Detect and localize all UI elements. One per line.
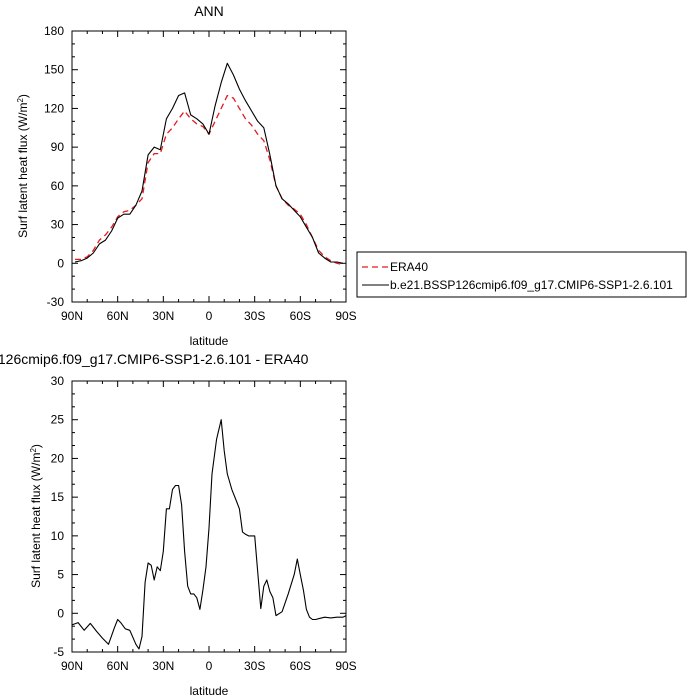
bottom-xtick-label: 90S xyxy=(335,659,356,673)
bottom-xtick-label: 60S xyxy=(290,659,311,673)
bottom-xtick-label: 60N xyxy=(107,659,129,673)
top-xtick-label: 90N xyxy=(61,309,83,323)
top-plot-frame xyxy=(71,30,347,303)
top-chart-title: ANN xyxy=(194,3,224,19)
top-ytick-label: 90 xyxy=(51,140,65,154)
bottom-series-lines xyxy=(71,419,347,650)
top-x-axis-label: latitude xyxy=(190,334,229,348)
top-ytick-label: 0 xyxy=(57,256,64,270)
bottom-ytick-label: 10 xyxy=(51,529,65,543)
top-series-line-0 xyxy=(75,94,344,266)
legend: ERA40 b.e21.BSSP126cmip6.f09_g17.CMIP6-S… xyxy=(356,251,687,298)
top-xtick-label: 60S xyxy=(290,309,311,323)
legend-label-model: b.e21.BSSP126cmip6.f09_g17.CMIP6-SSP1-2.… xyxy=(390,278,673,292)
top-series-line-1 xyxy=(74,62,344,264)
bottom-plot-frame xyxy=(71,380,347,653)
top-xtick-label: 60N xyxy=(107,309,129,323)
bottom-xtick-label: 0 xyxy=(206,659,213,673)
top-ytick-label: -30 xyxy=(47,295,65,309)
bottom-chart-title: b.e21.BSSP126cmip6.f09_g17.CMIP6-SSP1-2.… xyxy=(0,351,309,367)
top-xtick-label: 30N xyxy=(152,309,174,323)
bottom-y-axis-label: Surf latent heat flux (W/m2) xyxy=(29,444,44,588)
bottom-axis-ticks xyxy=(71,380,347,653)
top-ytick-label: 60 xyxy=(51,179,65,193)
bottom-xtick-label: 90N xyxy=(61,659,83,673)
bottom-ytick-label: 20 xyxy=(51,451,65,465)
top-chart: ANN -30 0 30 60 90 120 150 180 90N 60N 30N 0 30S 60S… xyxy=(16,3,357,348)
top-xtick-label: 30S xyxy=(244,309,265,323)
bottom-ytick-label: 0 xyxy=(57,606,64,620)
top-y-axis-label: Surf latent heat flux (W/m2) xyxy=(16,94,31,238)
top-ytick-label: 150 xyxy=(44,63,64,77)
bottom-xtick-label: 30N xyxy=(152,659,174,673)
bottom-series-line-0 xyxy=(71,419,347,650)
bottom-x-axis-label: latitude xyxy=(190,684,229,698)
bottom-xtick-label: 30S xyxy=(244,659,265,673)
bottom-ytick-label: 25 xyxy=(51,413,65,427)
top-ytick-label: 180 xyxy=(44,24,64,38)
bottom-y-tick-labels: -5 0 5 10 15 20 25 30 xyxy=(51,374,65,659)
top-ytick-label: 30 xyxy=(51,218,65,232)
top-ytick-label: 120 xyxy=(44,101,64,115)
bottom-ytick-label: 30 xyxy=(51,374,65,388)
legend-box xyxy=(356,251,687,298)
top-xtick-label: 0 xyxy=(206,309,213,323)
bottom-ytick-label: -5 xyxy=(53,645,64,659)
bottom-ytick-label: 15 xyxy=(51,490,65,504)
top-y-tick-labels: -30 0 30 60 90 120 150 180 xyxy=(44,24,64,309)
bottom-chart: b.e21.BSSP126cmip6.f09_g17.CMIP6-SSP1-2.… xyxy=(0,351,357,698)
top-series-lines xyxy=(74,62,344,266)
top-axis-ticks xyxy=(71,30,347,303)
bottom-x-tick-labels: 90N 60N 30N 0 30S 60S 90S xyxy=(61,659,357,673)
legend-label-era40: ERA40 xyxy=(390,260,428,274)
bottom-ytick-label: 5 xyxy=(57,568,64,582)
top-x-tick-labels: 90N 60N 30N 0 30S 60S 90S xyxy=(61,309,357,323)
top-xtick-label: 90S xyxy=(335,309,356,323)
